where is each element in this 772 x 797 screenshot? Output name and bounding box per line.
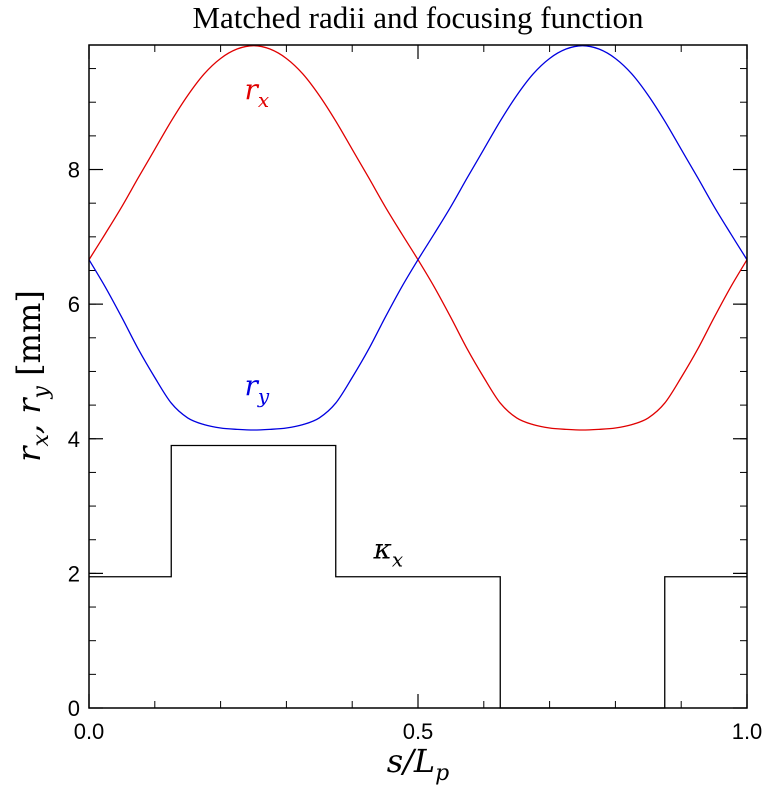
y-tick-label: 6 — [68, 292, 80, 317]
y-tick-label: 4 — [68, 427, 80, 452]
series-labels: rx ry κx — [244, 73, 403, 572]
minor-ticks — [88, 45, 748, 709]
series-line-ry — [88, 45, 748, 431]
chart-title: Matched radii and focusing function — [192, 0, 644, 35]
series-label-rx: rx — [244, 73, 269, 112]
series-line-rx — [88, 45, 748, 431]
series-label-x: κx — [373, 533, 404, 572]
y-tick-label: 8 — [68, 158, 80, 183]
major-ticks — [88, 45, 748, 709]
x-tick-label: 1.0 — [732, 719, 763, 744]
x-axis-label: s/Lp — [387, 742, 450, 786]
series-label-ry: ry — [244, 369, 269, 408]
plot-frame — [88, 44, 748, 709]
tick-labels: 0.0 0.5 1.0 0 2 4 6 8 — [68, 158, 763, 744]
y-tick-label: 2 — [68, 561, 80, 586]
y-axis-label: rx, ry [mm] — [10, 290, 54, 462]
series-line-x — [89, 444, 747, 709]
series-layer — [88, 45, 748, 709]
y-tick-label: 0 — [68, 696, 80, 721]
x-tick-label: 0.5 — [403, 719, 434, 744]
x-tick-label: 0.0 — [74, 719, 105, 744]
